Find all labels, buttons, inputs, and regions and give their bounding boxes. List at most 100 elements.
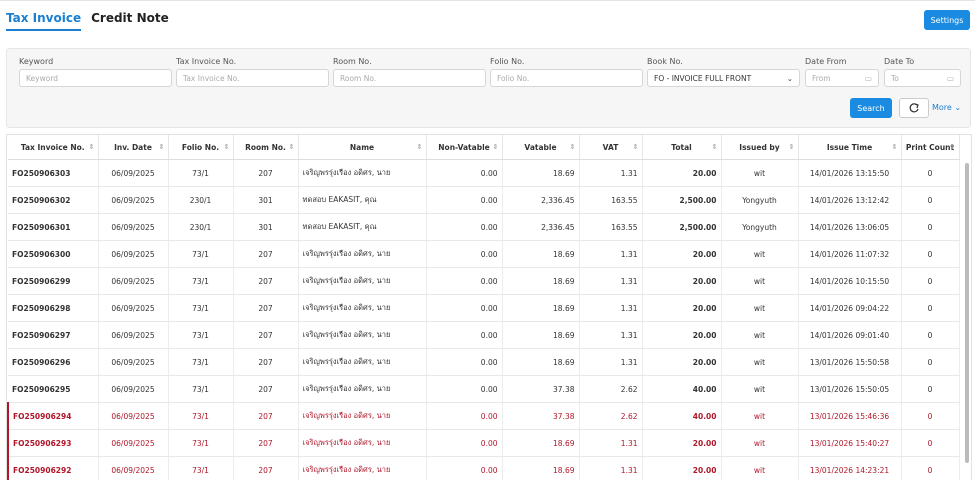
- column-header[interactable]: Print Count: [901, 135, 960, 160]
- table-cell: FO250906295: [8, 375, 99, 403]
- table-cell: 163.55: [579, 213, 643, 241]
- table-cell: 20.00: [642, 429, 722, 457]
- table-cell: เจริญพรรุ่งเรือง อดิศร, นาย: [298, 429, 427, 457]
- column-header[interactable]: VAT: [579, 135, 643, 160]
- column-header[interactable]: Total: [642, 135, 722, 160]
- table-row[interactable]: FO250906302 06/09/2025 230/1 301 ทดสอบ EAKAS…: [8, 186, 960, 214]
- filter-input[interactable]: Folio No.: [490, 69, 643, 87]
- table-cell: 2,336.45: [502, 186, 580, 214]
- table-row[interactable]: FO250906293 06/09/2025 73/1 207 เจริญพรรุ่งเ…: [7, 429, 960, 457]
- table-row[interactable]: FO250906295 06/09/2025 73/1 207 เจริญพรรุ่งเ…: [8, 375, 960, 403]
- filter-field: Folio No. Folio No.: [490, 57, 643, 87]
- table-cell: 2.62: [579, 402, 643, 430]
- filter-field: Book No. FO - INVOICE FULL FRONT ⌄: [647, 57, 800, 87]
- table-cell: 14/01/2026 09:04:22: [798, 294, 902, 322]
- table-row[interactable]: FO250906298 06/09/2025 73/1 207 เจริญพรรุ่งเ…: [8, 294, 960, 322]
- table-cell: 73/1: [168, 321, 234, 349]
- table-row[interactable]: FO250906301 06/09/2025 230/1 301 ทดสอบ EAKAS…: [8, 213, 960, 241]
- table-cell: 207: [233, 321, 299, 349]
- column-header[interactable]: Name: [298, 135, 427, 160]
- column-header[interactable]: Inv. Date: [98, 135, 169, 160]
- table-cell: 73/1: [168, 240, 234, 268]
- filter-input[interactable]: FO - INVOICE FULL FRONT ⌄: [647, 69, 800, 87]
- table-row[interactable]: FO250906296 06/09/2025 73/1 207 เจริญพรรุ่งเ…: [8, 348, 960, 376]
- column-header[interactable]: Issue Time: [798, 135, 902, 160]
- table-cell: 1.31: [579, 429, 643, 457]
- filter-input[interactable]: Keyword: [19, 69, 172, 87]
- table-cell: 207: [233, 375, 299, 403]
- table-cell: 207: [233, 294, 299, 322]
- table-row[interactable]: FO250906294 06/09/2025 73/1 207 เจริญพรรุ่งเ…: [7, 402, 960, 430]
- filter-input[interactable]: To ▭: [884, 69, 961, 87]
- column-header[interactable]: Room No.: [233, 135, 299, 160]
- table-body: FO250906303 06/09/2025 73/1 207 เจริญพรรุ่งเ…: [7, 159, 960, 480]
- table-cell: 2,500.00: [642, 213, 722, 241]
- table-cell: 73/1: [168, 375, 234, 403]
- table-cell: 20.00: [642, 348, 722, 376]
- table-cell: 18.69: [502, 159, 580, 187]
- column-header[interactable]: Folio No.: [168, 135, 234, 160]
- filter-label: Tax Invoice No.: [176, 57, 237, 66]
- filter-placeholder: Keyword: [26, 73, 59, 83]
- table-cell: 230/1: [168, 213, 234, 241]
- table-cell: 207: [233, 429, 299, 457]
- table-cell: เจริญพรรุ่งเรือง อดิศร, นาย: [298, 159, 427, 187]
- table-cell: 13/01/2026 15:40:27: [798, 429, 902, 457]
- filter-input[interactable]: Tax Invoice No.: [176, 69, 329, 87]
- table-cell: 1.31: [579, 294, 643, 322]
- table-cell: 18.69: [502, 294, 580, 322]
- table-cell: wit: [721, 429, 799, 457]
- table-cell: 20.00: [642, 267, 722, 295]
- table-cell: เจริญพรรุ่งเรือง อดิศร, นาย: [298, 348, 427, 376]
- table-cell: 14/01/2026 13:15:50: [798, 159, 902, 187]
- table-cell: 06/09/2025: [98, 456, 169, 480]
- table-row[interactable]: FO250906292 06/09/2025 73/1 207 เจริญพรรุ่งเ…: [7, 456, 960, 480]
- table-cell: เจริญพรรุ่งเรือง อดิศร, นาย: [298, 267, 427, 295]
- search-button[interactable]: Search: [850, 98, 892, 118]
- table-cell: 18.69: [502, 321, 580, 349]
- tab[interactable]: Credit Note: [91, 11, 169, 25]
- table-cell: 207: [233, 456, 299, 480]
- table-cell: 1.31: [579, 159, 643, 187]
- more-button[interactable]: More ⌄: [932, 103, 962, 112]
- filter-input[interactable]: From ▭: [805, 69, 879, 87]
- table-cell: 0.00: [426, 321, 503, 349]
- filter-label: Room No.: [333, 57, 372, 66]
- filter-input[interactable]: Room No.: [333, 69, 486, 87]
- filter-panel: Search More ⌄ Keyword Keyword Tax Invoice …: [6, 48, 971, 128]
- table-cell: 1.31: [579, 267, 643, 295]
- scrollbar[interactable]: [965, 163, 969, 463]
- refresh-button[interactable]: [899, 98, 929, 118]
- table-cell: 0: [901, 186, 960, 214]
- table-cell: FO250906293: [7, 429, 99, 457]
- table-cell: 06/09/2025: [98, 213, 169, 241]
- table-cell: 13/01/2026 15:50:58: [798, 348, 902, 376]
- table-cell: 18.69: [502, 456, 580, 480]
- column-header[interactable]: Vatable: [502, 135, 580, 160]
- table-row[interactable]: FO250906299 06/09/2025 73/1 207 เจริญพรรุ่งเ…: [8, 267, 960, 295]
- table-cell: 40.00: [642, 375, 722, 403]
- column-header[interactable]: Tax Invoice No.: [8, 135, 99, 160]
- table-row[interactable]: FO250906300 06/09/2025 73/1 207 เจริญพรรุ่งเ…: [8, 240, 960, 268]
- invoice-table: Tax Invoice No.Inv. DateFolio No.Room No…: [7, 135, 960, 480]
- table-cell: 0: [901, 267, 960, 295]
- table-cell: 207: [233, 240, 299, 268]
- table-row[interactable]: FO250906303 06/09/2025 73/1 207 เจริญพรรุ่งเ…: [8, 159, 960, 187]
- table-cell: 06/09/2025: [98, 240, 169, 268]
- tab[interactable]: Tax Invoice: [6, 11, 82, 31]
- settings-button[interactable]: Settings: [924, 10, 970, 30]
- table-cell: 0.00: [426, 375, 503, 403]
- column-header[interactable]: Non-Vatable: [426, 135, 503, 160]
- table-cell: 14/01/2026 09:01:40: [798, 321, 902, 349]
- table-cell: 0.00: [426, 186, 503, 214]
- filter-label: Date To: [884, 57, 915, 66]
- table-row[interactable]: FO250906297 06/09/2025 73/1 207 เจริญพรรุ่งเ…: [8, 321, 960, 349]
- table-cell: 14/01/2026 10:15:50: [798, 267, 902, 295]
- table-cell: 0.00: [426, 240, 503, 268]
- table-cell: 2.62: [579, 375, 643, 403]
- filter-label: Folio No.: [490, 57, 525, 66]
- table-cell: 0: [901, 240, 960, 268]
- column-header[interactable]: Issued by: [721, 135, 799, 160]
- table-cell: 0.00: [426, 213, 503, 241]
